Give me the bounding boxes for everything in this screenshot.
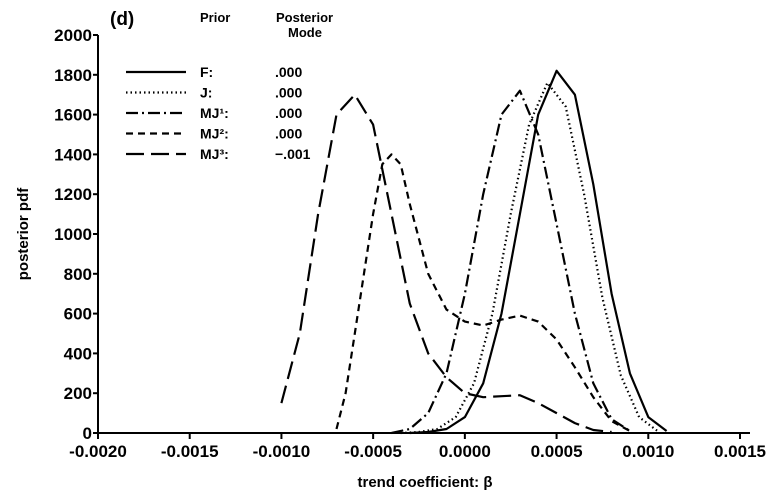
legend-header-mode: Posterior: [276, 10, 333, 25]
y-tick-label: 1600: [54, 106, 92, 125]
x-tick-label: 0.0000: [439, 442, 491, 461]
x-tick-label: -0.0020: [69, 442, 127, 461]
legend-mode-2: .000: [275, 85, 302, 101]
series-line-4: [335, 153, 631, 432]
y-tick-label: 1000: [54, 225, 92, 244]
x-tick-label: -0.0015: [161, 442, 219, 461]
legend-label-5: MJ³:: [200, 146, 229, 162]
y-axis-label: posterior pdf: [15, 187, 32, 281]
legend-label-1: F:: [200, 64, 213, 80]
x-tick-label: 0.0005: [531, 442, 583, 461]
legend-mode-3: .000: [275, 105, 302, 121]
panel-label: (d): [110, 9, 134, 30]
y-tick-label: 0: [83, 424, 92, 443]
series-layer: [280, 69, 668, 435]
y-tick-label: 200: [64, 384, 92, 403]
series-line-1: [409, 69, 668, 435]
y-tick-label: 400: [64, 344, 92, 363]
legend-label-4: MJ²:: [200, 126, 229, 142]
x-axis-label: trend coefficient: β: [358, 474, 493, 491]
legend-label-2: J:: [200, 85, 212, 101]
x-tick-label: 0.0010: [622, 442, 674, 461]
y-tick-label: 1200: [54, 185, 92, 204]
series-line-5: [280, 93, 612, 434]
axes: 0 200 400 600 800 1000 1200 1400 1600 1800 2000 -0.…: [54, 26, 766, 461]
y-tick-label: 2000: [54, 26, 92, 45]
legend-header-mode-2: Mode: [288, 25, 322, 40]
x-tick-label: -0.0005: [344, 442, 402, 461]
legend-header-prior: Prior: [200, 10, 230, 25]
y-tick-label: 1800: [54, 66, 92, 85]
y-tick-label: 600: [64, 305, 92, 324]
legend-label-3: MJ¹:: [200, 105, 229, 121]
legend-mode-1: .000: [275, 64, 302, 80]
y-tick-label: 1400: [54, 145, 92, 164]
series-line-2: [400, 81, 659, 435]
series-line-3: [391, 89, 631, 435]
legend-mode-4: .000: [275, 126, 302, 142]
x-tick-label: -0.0010: [253, 442, 311, 461]
y-tick-label: 800: [64, 265, 92, 284]
x-tick-label: 0.0015: [714, 442, 766, 461]
legend-mode-5: −.001: [275, 146, 311, 162]
